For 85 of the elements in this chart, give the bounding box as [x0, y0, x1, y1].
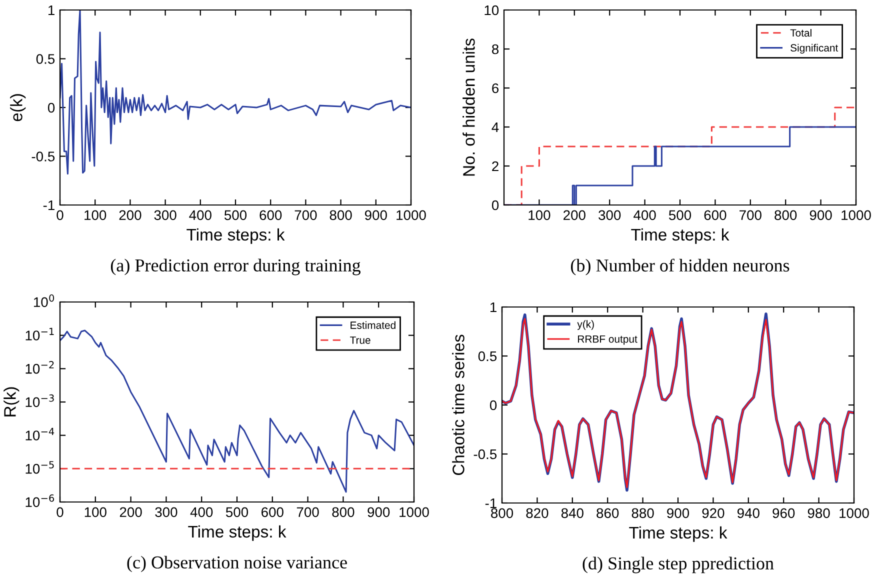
x-tick-label: 700: [296, 507, 319, 518]
x-tick-label: 200: [120, 507, 142, 518]
text: (a) Prediction error during training: [110, 258, 360, 276]
x-tick-label: 800: [332, 507, 354, 518]
y-tick-label: 0.5: [478, 351, 497, 362]
y-tick-label: -1: [485, 498, 496, 508]
y-tick-label: 10$^{−2}$: [26, 361, 54, 374]
x-tick-label: 880: [632, 508, 654, 518]
x-axis-title: Time steps: k: [186, 228, 285, 244]
y-tick-label: 1: [490, 302, 496, 312]
legend-label: Total: [790, 28, 812, 37]
y-tick-label: 0: [48, 102, 55, 113]
y-tick-label: 2: [492, 161, 498, 172]
x-tick-label: 1000: [842, 210, 871, 220]
legend-label: RRBF output: [578, 335, 638, 345]
y-tick-label: 6: [492, 83, 499, 94]
x-tick-label: 900: [667, 508, 690, 518]
y-axis-title: R(k): [4, 387, 20, 416]
x-tick-label: 800: [491, 508, 514, 518]
x-axis-title: Time steps: k: [188, 525, 286, 541]
y-tick-label: 8: [492, 44, 499, 54]
y-tick-label: 10$^{−4}$: [26, 428, 54, 440]
x-tick-label: 600: [262, 507, 284, 518]
x-tick-label: 1000: [396, 210, 426, 220]
x-tick-label: 960: [772, 508, 795, 518]
legend-label: Estimated: [350, 321, 396, 329]
x-tick-label: 0: [56, 507, 64, 518]
y-tick-label: 0: [492, 200, 499, 210]
y-tick-label: 0.5: [36, 54, 55, 64]
x-tick-label: 800: [774, 210, 797, 220]
x-tick-label: 840: [561, 508, 584, 518]
y-tick-label: 4: [492, 122, 499, 132]
legend-label: y(k): [577, 320, 594, 330]
x-tick-label: 900: [810, 210, 832, 220]
x-tick-label: 800: [330, 210, 352, 220]
x-axis-title: Time steps: k: [629, 526, 728, 542]
y-tick-label: -0.5: [474, 449, 497, 460]
x-tick-label: 700: [740, 210, 762, 220]
legend-label: Significant: [790, 44, 838, 54]
x-tick-label: 400: [189, 210, 212, 220]
legend-label: True: [350, 336, 370, 344]
y-axis-title: No. of hidden units: [462, 38, 475, 176]
x-tick-label: 600: [260, 210, 282, 220]
x-axis-title: Time steps: k: [631, 228, 730, 244]
y-tick-label: 10$^{−6}$: [26, 494, 54, 508]
y-tick-label: -0.5: [32, 152, 55, 162]
x-tick-label: 860: [596, 508, 619, 518]
x-tick-label: 920: [702, 508, 724, 518]
x-tick-label: 900: [364, 210, 387, 220]
x-tick-label: 900: [368, 507, 390, 518]
x-tick-label: 1000: [400, 507, 429, 518]
y-tick-label: 10: [484, 5, 499, 16]
x-tick-label: 200: [119, 210, 142, 220]
y-axis-title: Chaotic time series: [452, 334, 464, 476]
y-tick-label: -1: [43, 200, 54, 210]
text: (b) Number of hidden neurons: [570, 258, 790, 276]
x-tick-label: 400: [190, 507, 213, 518]
text: (c) Observation noise variance: [127, 556, 347, 572]
x-tick-label: 0: [56, 210, 64, 220]
x-tick-label: 400: [634, 210, 656, 220]
x-tick-label: 1000: [840, 508, 869, 518]
line-series: [60, 330, 414, 493]
text: (d) Single step pprediction: [582, 556, 774, 574]
x-tick-label: 980: [808, 508, 830, 518]
x-tick-label: 100: [528, 210, 550, 220]
x-tick-label: 600: [704, 210, 726, 220]
y-tick-label: 10$^{−5}$: [26, 461, 54, 474]
y-tick-label: 1: [48, 5, 54, 16]
y-axis-title: e(k): [10, 94, 26, 122]
x-tick-label: 300: [155, 507, 178, 518]
x-tick-label: 100: [84, 210, 106, 220]
x-tick-label: 200: [564, 210, 586, 220]
x-tick-label: 500: [668, 210, 692, 220]
x-tick-label: 500: [224, 210, 247, 220]
x-tick-label: 700: [294, 210, 317, 220]
y-tick-label: 0: [490, 400, 497, 410]
x-tick-label: 820: [526, 508, 548, 518]
x-tick-label: 500: [226, 507, 248, 518]
x-tick-label: 940: [737, 508, 760, 518]
x-tick-label: 300: [598, 210, 621, 220]
y-tick-label: 10$^{−3}$: [26, 394, 54, 408]
x-tick-label: 300: [154, 210, 176, 220]
y-tick-label: 10$^{−1}$: [26, 328, 54, 340]
x-tick-label: 100: [84, 507, 106, 518]
y-tick-label: 10$^{0}$: [34, 294, 54, 308]
